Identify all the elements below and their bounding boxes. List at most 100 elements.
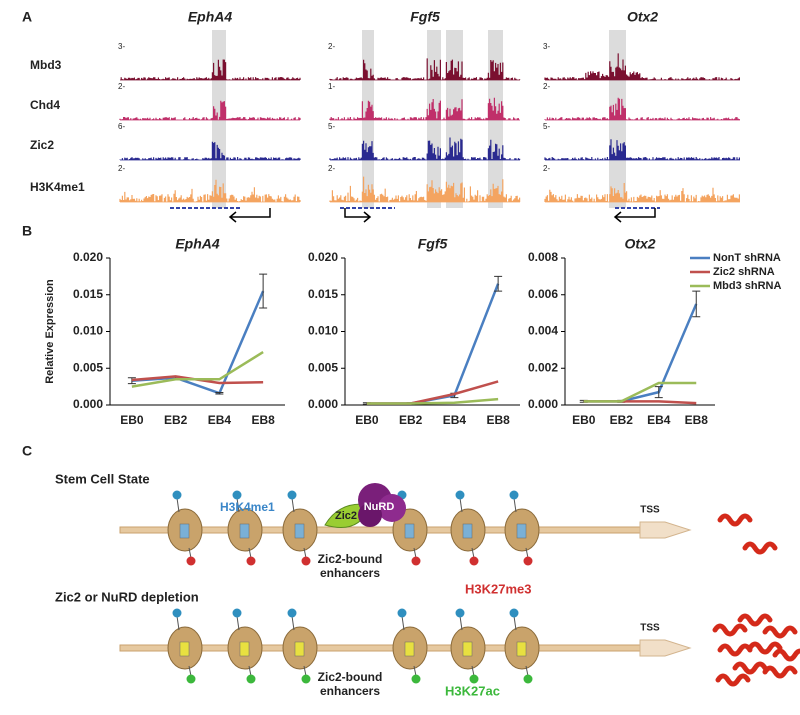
y-tick-label: 0.002 xyxy=(528,360,558,374)
y-tick-label: 0.005 xyxy=(308,360,338,374)
y-tick-label: 0.020 xyxy=(308,250,338,264)
tss-arrow xyxy=(613,208,656,223)
enhancer-label: Zic2-bound xyxy=(318,670,383,684)
histone-tail xyxy=(459,615,463,631)
y-tick-label: 0.015 xyxy=(308,287,338,301)
series-line xyxy=(583,381,697,403)
panel-label: B xyxy=(22,223,32,239)
histone xyxy=(516,523,527,539)
mark-top xyxy=(509,608,519,618)
legend-label: Zic2 shRNA xyxy=(713,266,775,278)
mark-top xyxy=(232,490,242,500)
y-tick-label: 0.010 xyxy=(308,324,338,338)
mark-bottom xyxy=(523,674,533,684)
gene-name: Otx2 xyxy=(627,9,658,25)
x-tick-label: EB8 xyxy=(251,413,275,427)
mark-top xyxy=(287,608,297,618)
mark-bottom xyxy=(246,674,256,684)
track-label: Zic2 xyxy=(30,138,54,152)
gene-name: Fgf5 xyxy=(410,9,440,25)
nurd-complex xyxy=(358,503,382,527)
histone-tail xyxy=(188,547,192,559)
histone xyxy=(516,641,527,657)
state-title: Zic2 or NuRD depletion xyxy=(55,589,199,604)
error-bar xyxy=(259,273,268,309)
tss-arrow xyxy=(228,208,271,223)
mark-top xyxy=(509,490,519,500)
histone-tail xyxy=(303,547,307,559)
track-label: Chd4 xyxy=(30,98,60,112)
x-tick-label: EB4 xyxy=(208,413,232,427)
signal-track xyxy=(329,137,521,160)
panel-label: C xyxy=(22,443,32,459)
chart-title: Fgf5 xyxy=(418,236,448,252)
histone xyxy=(404,523,415,539)
series-line xyxy=(583,303,698,403)
mark-bottom xyxy=(186,674,196,684)
track-scale: 6- xyxy=(118,122,125,131)
signal-track xyxy=(544,53,740,80)
mark-top xyxy=(232,608,242,618)
panel-label: A xyxy=(22,9,32,25)
histone-tail xyxy=(303,665,307,677)
x-tick-label: EB2 xyxy=(164,413,188,427)
signal-track xyxy=(119,179,301,202)
y-tick-label: 0.005 xyxy=(73,360,103,374)
x-tick-label: EB0 xyxy=(572,413,596,427)
rna-transcript xyxy=(715,673,751,687)
series-line xyxy=(366,283,500,405)
chart-title: Otx2 xyxy=(624,236,655,252)
enhancer-label: Zic2-bound xyxy=(318,552,383,566)
histone xyxy=(404,641,415,657)
track-label: Mbd3 xyxy=(30,58,62,72)
histone-tail xyxy=(413,547,417,559)
y-tick-label: 0.010 xyxy=(73,324,103,338)
histone-tail xyxy=(176,615,180,631)
track-scale: 3- xyxy=(118,42,125,51)
mark-bottom xyxy=(411,674,421,684)
histone xyxy=(294,523,305,539)
legend-label: NonT shRNA xyxy=(713,252,781,264)
mark-top xyxy=(172,490,182,500)
rna-transcript xyxy=(732,661,768,675)
y-tick-label: 0.015 xyxy=(73,287,103,301)
mark-top xyxy=(455,608,465,618)
nurd-label: NuRD xyxy=(364,501,395,513)
mark-bottom xyxy=(523,556,533,566)
tss-label: TSS xyxy=(640,623,660,634)
histone xyxy=(462,641,473,657)
histone xyxy=(239,641,250,657)
rna-transcript xyxy=(762,665,798,679)
tss-arrow xyxy=(639,639,692,657)
signal-track xyxy=(329,58,521,80)
mark-bottom xyxy=(469,556,479,566)
histone-tail xyxy=(248,665,252,677)
y-tick-label: 0.006 xyxy=(528,287,558,301)
track-scale: 2- xyxy=(543,82,550,91)
zic2-label: Zic2 xyxy=(335,510,357,522)
track-scale: 2- xyxy=(118,164,125,173)
y-tick-label: 0.000 xyxy=(308,397,338,411)
y-tick-label: 0.000 xyxy=(73,397,103,411)
y-tick-label: 0.020 xyxy=(73,250,103,264)
x-tick-label: EB4 xyxy=(443,413,467,427)
mark-top xyxy=(397,608,407,618)
track-scale: 2- xyxy=(543,164,550,173)
rna-transcript xyxy=(717,513,753,527)
signal-track xyxy=(544,139,740,160)
histone-tail xyxy=(413,665,417,677)
state-title: Stem Cell State xyxy=(55,471,150,486)
signal-track xyxy=(119,100,301,120)
error-bar xyxy=(494,275,503,292)
error-bar xyxy=(692,290,701,318)
mark-bottom xyxy=(246,556,256,566)
histone xyxy=(179,523,190,539)
mark-bottom xyxy=(469,674,479,684)
y-tick-label: 0.000 xyxy=(528,397,558,411)
x-tick-label: EB0 xyxy=(120,413,144,427)
histone-tail xyxy=(248,547,252,559)
x-tick-label: EB4 xyxy=(647,413,671,427)
x-tick-label: EB0 xyxy=(355,413,379,427)
rna-transcript xyxy=(742,541,778,555)
